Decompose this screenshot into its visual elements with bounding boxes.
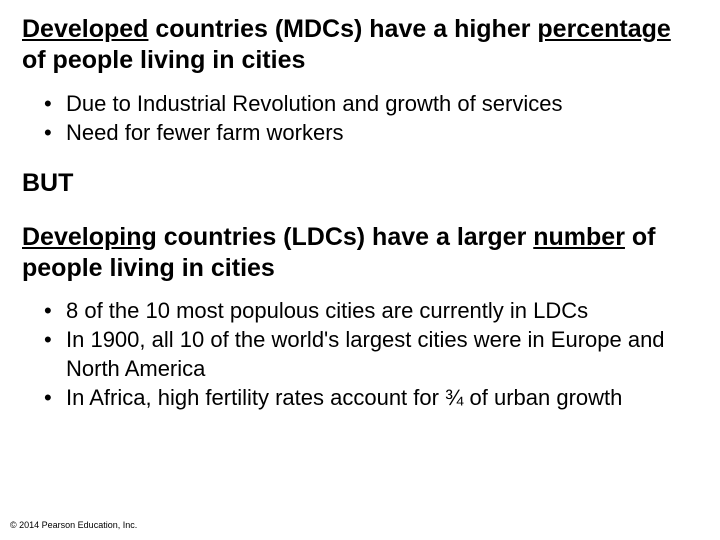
list-item: 8 of the 10 most populous cities are cur… [44, 296, 698, 325]
heading-text: countries (LDCs) have a larger [157, 223, 534, 251]
list-item: In 1900, all 10 of the world's largest c… [44, 325, 698, 383]
heading-underlined: Developed [22, 15, 148, 43]
heading-underlined: Developing [22, 223, 157, 251]
copyright: © 2014 Pearson Education, Inc. [10, 520, 137, 530]
heading-underlined: number [533, 223, 625, 251]
heading-text: countries (MDCs) have a higher [148, 15, 537, 43]
heading-text: of people living in cities [22, 46, 305, 74]
list-item: In Africa, high fertility rates account … [44, 383, 698, 412]
bullet-list-ldcs: 8 of the 10 most populous cities are cur… [22, 296, 698, 412]
heading-underlined: percentage [537, 15, 670, 43]
heading-mdcs: Developed countries (MDCs) have a higher… [22, 14, 698, 77]
heading-ldcs: Developing countries (LDCs) have a large… [22, 222, 698, 285]
list-item: Due to Industrial Revolution and growth … [44, 89, 698, 118]
list-item: Need for fewer farm workers [44, 118, 698, 147]
but-label: BUT [22, 169, 698, 198]
bullet-list-mdcs: Due to Industrial Revolution and growth … [22, 89, 698, 147]
